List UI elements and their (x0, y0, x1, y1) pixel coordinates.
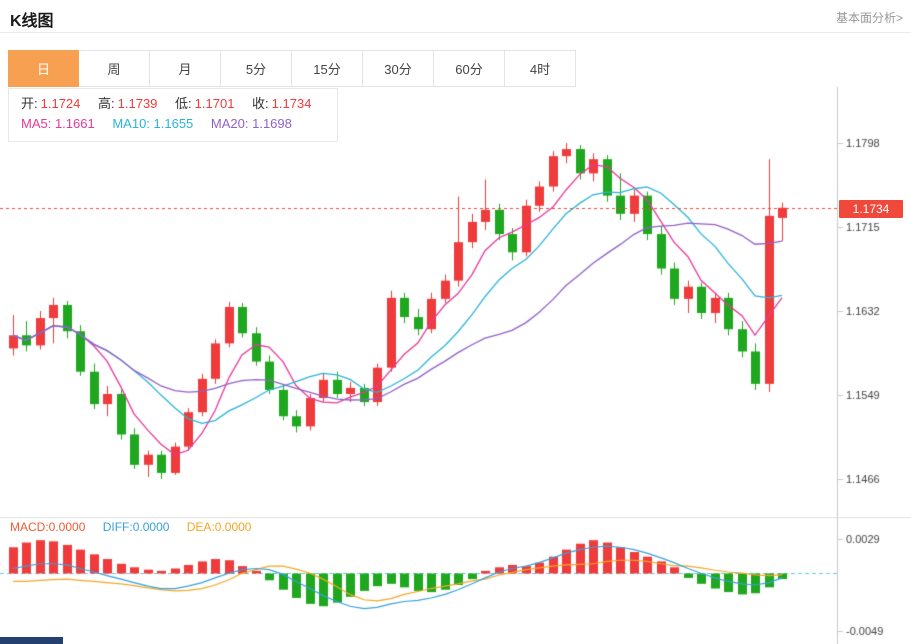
tab-week[interactable]: 周 (79, 50, 150, 87)
tab-4hour[interactable]: 4时 (505, 50, 576, 87)
macd-legend: MACD:0.0000 DIFF:0.0000 DEA:0.0000 (10, 520, 265, 534)
ohlc-legend: 开: 1.1724 高: 1.1739 低: 1.1701 收: 1.1734 MA5:… (8, 88, 339, 142)
dea-value: DEA:0.0000 (186, 520, 252, 534)
tab-5min[interactable]: 5分 (221, 50, 292, 87)
low-value: 1.1701 (194, 96, 235, 111)
tab-60min[interactable]: 60分 (434, 50, 505, 87)
macd-value: MACD:0.0000 (10, 520, 86, 534)
close-label: 收: (252, 96, 269, 111)
tab-30min[interactable]: 30分 (363, 50, 434, 87)
high-value: 1.1739 (117, 96, 158, 111)
header: K线图 基本面分析> (0, 0, 911, 33)
last-price-tag: 1.1734 (839, 199, 903, 218)
page-title: K线图 (10, 13, 54, 30)
ma-row: MA5: 1.1661 MA10: 1.1655 MA20: 1.1698 (21, 114, 325, 134)
fundamental-analysis-link[interactable]: 基本面分析> (835, 11, 903, 25)
low-label: 低: (175, 96, 192, 111)
ma5-legend: MA5: 1.1661 (21, 116, 95, 131)
macd-chart[interactable] (0, 517, 911, 644)
tab-month[interactable]: 月 (150, 50, 221, 87)
ma10-legend: MA10: 1.1655 (112, 116, 194, 131)
open-label: 开: (21, 96, 38, 111)
interval-tabs: 日 周 月 5分 15分 30分 60分 4时 (8, 50, 911, 87)
diff-value: DIFF:0.0000 (102, 520, 170, 534)
tab-day[interactable]: 日 (8, 50, 79, 87)
tab-15min[interactable]: 15分 (292, 50, 363, 87)
ma20-legend: MA20: 1.1698 (210, 116, 292, 131)
high-label: 高: (98, 96, 115, 111)
candlestick-chart[interactable] (0, 87, 911, 517)
ohlc-row: 开: 1.1724 高: 1.1739 低: 1.1701 收: 1.1734 (21, 94, 325, 114)
open-value: 1.1724 (40, 96, 81, 111)
footer-strip (0, 637, 63, 644)
chart-area: 开: 1.1724 高: 1.1739 低: 1.1701 收: 1.1734 MA5:… (0, 87, 911, 644)
close-value: 1.1734 (271, 96, 312, 111)
